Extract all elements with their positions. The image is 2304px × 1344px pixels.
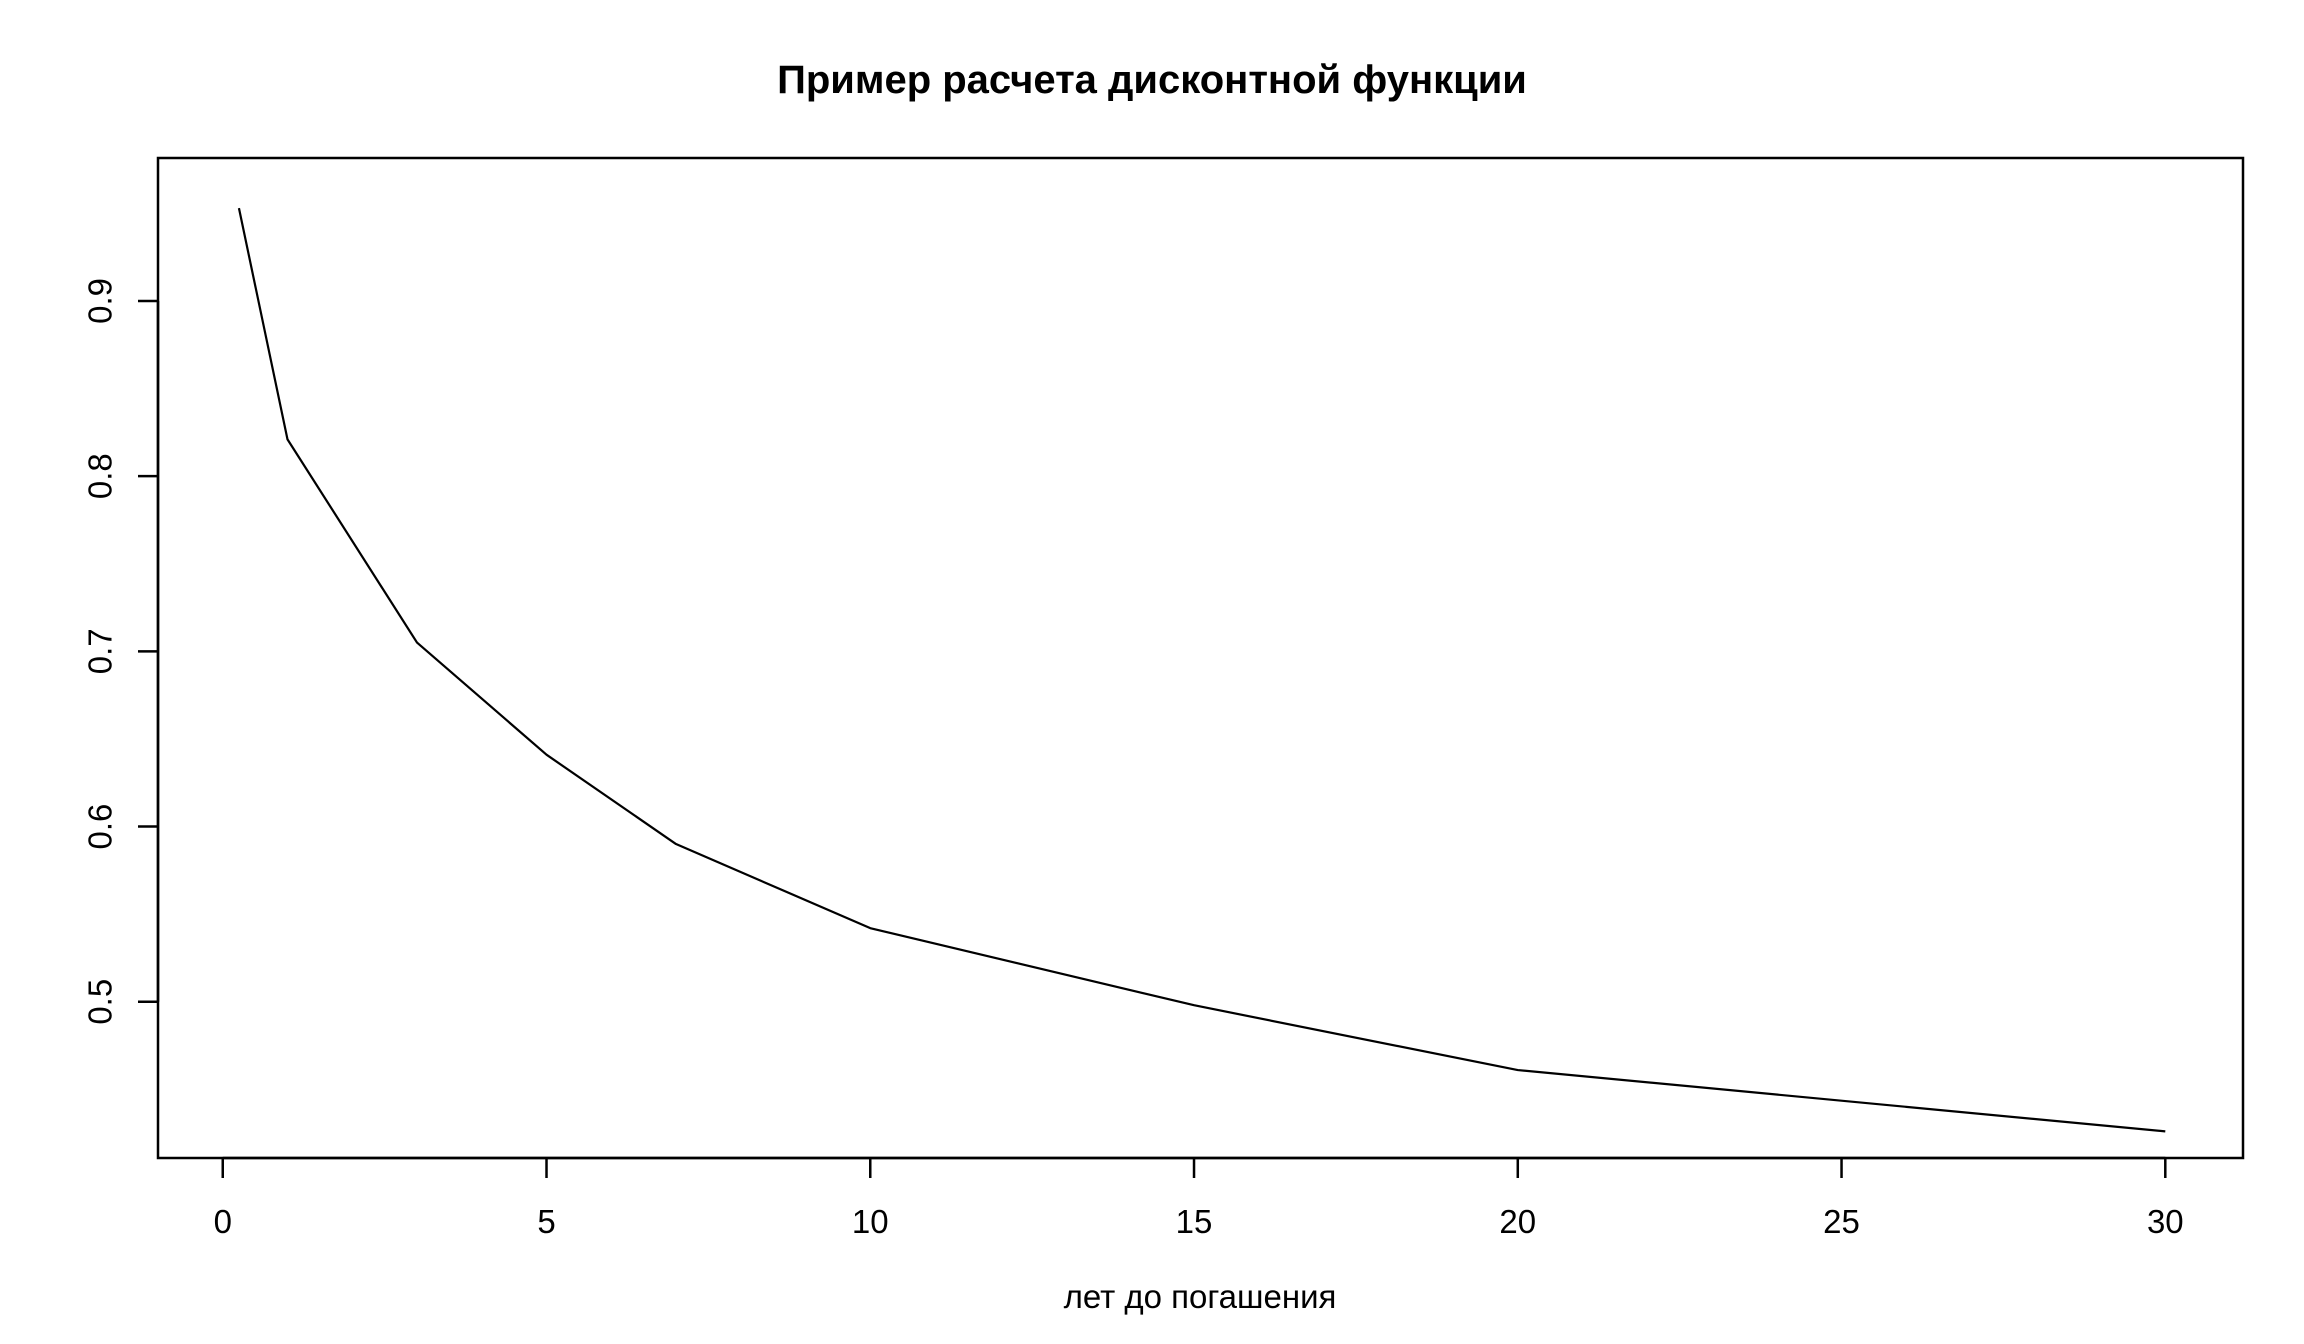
series-layer [237, 207, 2166, 1133]
chart-title: Пример расчета дисконтной функции [777, 58, 1527, 102]
y-tick-label: 0.7 [82, 628, 119, 674]
x-tick-label: 25 [1823, 1203, 1860, 1240]
x-tick-label: 5 [537, 1203, 555, 1240]
y-tick-label: 0.9 [82, 278, 119, 324]
x-tick-label: 0 [214, 1203, 232, 1240]
x-axis-label: лет до погашения [1064, 1278, 1337, 1315]
x-tick-label: 30 [2147, 1203, 2184, 1240]
y-tick-label: 0.8 [82, 453, 119, 499]
series-line [237, 207, 2166, 1133]
x-tick-label: 15 [1176, 1203, 1213, 1240]
x-axis: 0 5 10 15 20 25 30 [214, 1156, 2184, 1240]
y-tick-label: 0.5 [82, 979, 119, 1025]
y-axis: 0.5 0.6 0.7 0.8 0.9 [82, 278, 160, 1025]
x-tick-label: 10 [852, 1203, 889, 1240]
y-tick-label: 0.6 [82, 804, 119, 850]
x-tick-label: 20 [1499, 1203, 1536, 1240]
